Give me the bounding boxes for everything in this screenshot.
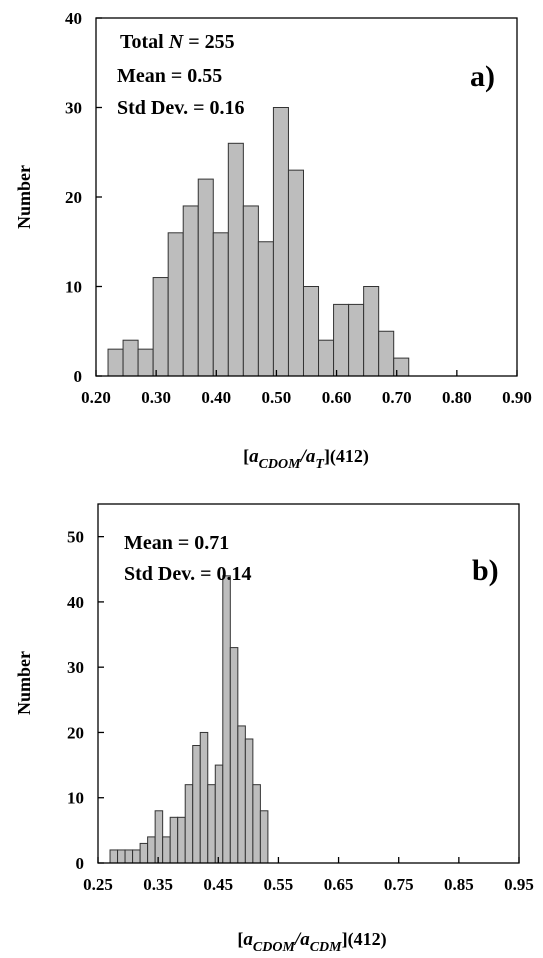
x-tick-label-a-0.60: 0.60	[322, 388, 352, 407]
bar-b-18	[237, 725, 246, 864]
bar-a-7	[197, 178, 214, 377]
x-axis-label-b: [aCDOM/aCDM](412)	[237, 929, 386, 955]
bar-b-2	[117, 849, 126, 864]
bar-a-18	[363, 286, 380, 377]
bar-b-10	[177, 816, 186, 864]
bar-a-14	[302, 286, 320, 377]
y-tick-label-b-10: 10	[67, 789, 84, 808]
y-axis-label-b: Number	[14, 651, 34, 715]
bar-b-11	[184, 784, 194, 864]
bar-b-21	[259, 810, 269, 864]
bar-a-13	[287, 169, 304, 377]
x-tick-label-b-0.85: 0.85	[444, 875, 474, 894]
bar-b-1	[109, 849, 119, 864]
x-tick-label-b-0.55: 0.55	[264, 875, 294, 894]
histogram-panel-b: 0 10 20 30 40 50 0.25 0.35 0.45 0.55 0.65 0.75 0.85…	[14, 503, 534, 955]
bar-a-11	[257, 241, 274, 377]
bars-b	[109, 575, 269, 864]
annotation-mean-a: Mean = 0.55	[117, 65, 222, 87]
bar-a-12	[272, 107, 289, 377]
x-tick-label-b-0.95: 0.95	[504, 875, 534, 894]
bar-a-6	[182, 205, 199, 377]
x-tick-label-b-0.65: 0.65	[324, 875, 354, 894]
y-tick-label-b-0: 0	[76, 854, 85, 873]
y-tick-label-a-30: 30	[65, 99, 82, 118]
bar-a-20	[393, 357, 410, 377]
bar-a-1	[107, 348, 124, 377]
bar-a-3	[137, 348, 154, 377]
bars-a	[107, 107, 410, 377]
bar-b-7	[154, 810, 164, 864]
annotation-mean-b: Mean = 0.71	[124, 532, 229, 554]
y-tick-label-a-40: 40	[65, 9, 82, 28]
y-tick-label-b-50: 50	[67, 528, 84, 547]
y-tick-label-b-30: 30	[67, 658, 84, 677]
x-tick-label-a-0.80: 0.80	[442, 388, 472, 407]
x-tick-label-a-0.40: 0.40	[201, 388, 231, 407]
x-ticks-b: 0.25 0.35 0.45 0.55 0.65 0.75 0.85 0.95	[83, 857, 534, 894]
bar-a-19	[378, 330, 395, 377]
bar-a-4	[152, 277, 169, 377]
bar-a-9	[227, 142, 244, 377]
y-tick-label-b-40: 40	[67, 593, 84, 612]
x-tick-label-b-0.35: 0.35	[143, 875, 173, 894]
x-tick-label-a-0.30: 0.30	[141, 388, 171, 407]
bar-b-14	[207, 784, 216, 864]
bar-b-8	[162, 836, 171, 864]
bar-b-4	[132, 849, 141, 864]
y-tick-label-b-20: 20	[67, 723, 84, 742]
bar-b-5	[139, 842, 149, 864]
x-tick-label-b-0.75: 0.75	[384, 875, 414, 894]
y-ticks-a: 0 10 20 30 40	[65, 9, 102, 386]
bar-a-8	[212, 232, 229, 377]
bar-b-19	[244, 738, 254, 864]
annotation-total-n: Total N = 255	[120, 31, 235, 53]
x-tick-label-a-0.90: 0.90	[502, 388, 532, 407]
bar-b-9	[169, 816, 179, 864]
bar-a-15	[318, 339, 335, 377]
bar-b-12	[192, 745, 201, 864]
bar-b-15	[214, 764, 224, 864]
x-tick-label-a-0.50: 0.50	[262, 388, 292, 407]
y-axis-label-a: Number	[14, 165, 34, 229]
y-tick-label-a-20: 20	[65, 188, 82, 207]
bar-b-13	[199, 731, 209, 864]
bar-b-16	[222, 575, 231, 864]
annotation-std-b: Std Dev. = 0.14	[124, 563, 252, 585]
x-tick-label-b-0.45: 0.45	[203, 875, 233, 894]
bar-a-2	[122, 339, 139, 377]
y-tick-label-a-0: 0	[74, 367, 83, 386]
x-tick-label-a-0.70: 0.70	[382, 388, 412, 407]
x-tick-label-a-0.20: 0.20	[81, 388, 111, 407]
bar-a-17	[348, 303, 365, 377]
y-tick-label-a-10: 10	[65, 278, 82, 297]
bar-a-5	[167, 232, 184, 377]
bar-b-3	[124, 849, 134, 864]
x-ticks-a: 0.20 0.30 0.40 0.50 0.60 0.70 0.80 0.90	[81, 370, 532, 407]
bar-b-20	[252, 784, 261, 864]
annotation-std-a: Std Dev. = 0.16	[117, 97, 245, 119]
x-tick-label-b-0.25: 0.25	[83, 875, 113, 894]
bar-b-17	[229, 647, 239, 864]
plot-frame-b	[97, 503, 520, 864]
bar-a-16	[333, 303, 350, 377]
panel-tag-a: a)	[470, 60, 495, 93]
bar-b-6	[147, 836, 156, 864]
panel-tag-b: b)	[472, 554, 499, 587]
y-ticks-b: 0 10 20 30 40 50	[67, 528, 104, 873]
bar-a-10	[242, 205, 259, 377]
x-axis-label-a: [aCDOM/aT](412)	[243, 446, 369, 472]
